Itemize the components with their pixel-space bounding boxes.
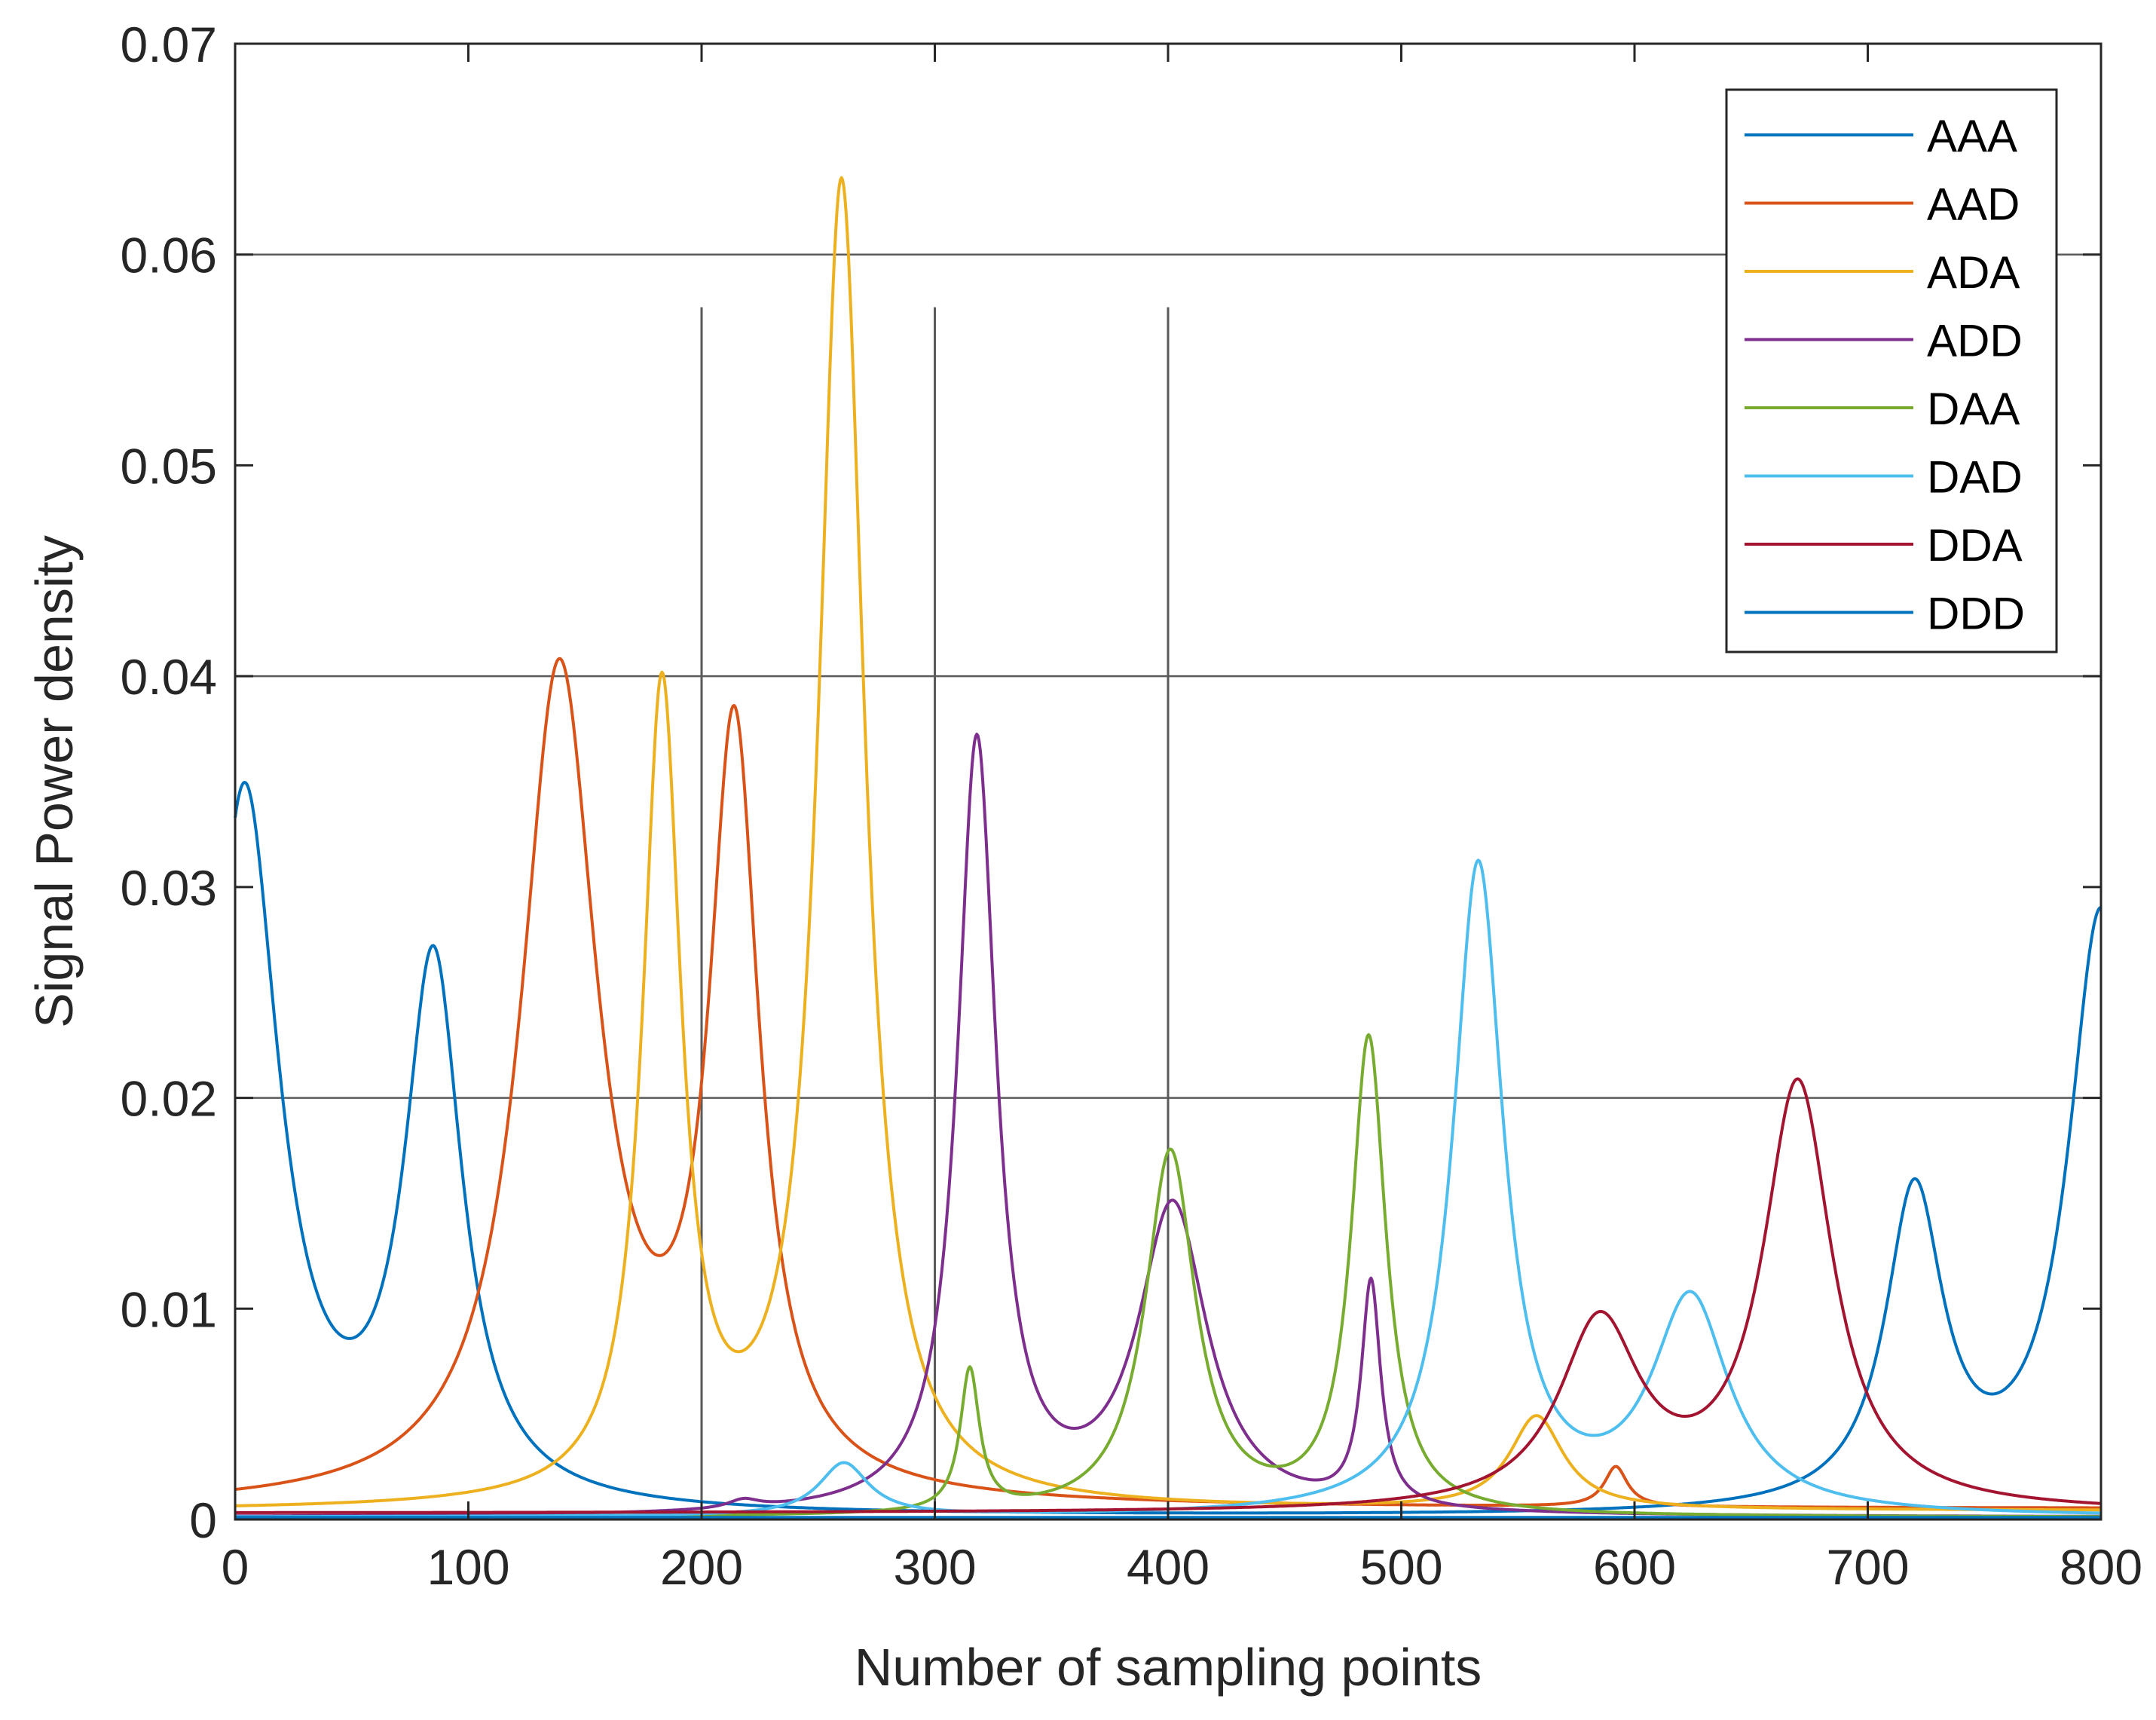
legend-label-dad: DAD: [1927, 452, 2023, 503]
legend-label-aad: AAD: [1927, 179, 2020, 230]
x-tick-label: 400: [1127, 1539, 1210, 1595]
x-axis-title: Number of sampling points: [855, 1638, 1482, 1697]
x-tick-label: 500: [1359, 1539, 1442, 1595]
y-tick-label: 0: [189, 1492, 217, 1548]
series-line-ada: [234, 176, 2102, 1512]
y-tick-label: 0.01: [121, 1281, 217, 1337]
y-axis-title: Signal Power density: [25, 535, 84, 1028]
legend-label-ada: ADA: [1927, 247, 2020, 298]
x-tick-labels: 0 100 200 300 400 500 600 700 800: [222, 1539, 2142, 1595]
legend-label-daa: DAA: [1927, 384, 2020, 434]
y-tick-label: 0.06: [121, 228, 217, 283]
x-tick-label: 100: [427, 1539, 509, 1595]
x-tick-label: 0: [222, 1539, 249, 1595]
y-tick-label: 0.02: [121, 1071, 217, 1127]
x-tick-label: 200: [660, 1539, 743, 1595]
y-tick-labels: 0 0.01 0.02 0.03 0.04 0.05 0.06 0.07: [121, 17, 217, 1548]
legend-label-ddd: DDD: [1927, 589, 2025, 639]
y-tick-label: 0.03: [121, 860, 217, 916]
legend: AAA AAD ADA ADD DAA DAD DDA DDD: [1725, 88, 2058, 653]
x-tick-label: 800: [2060, 1539, 2142, 1595]
legend-box: [1725, 88, 2058, 653]
legend-label-add: ADD: [1927, 316, 2023, 366]
axis-ticks: [234, 42, 2102, 1521]
legend-label-aaa: AAA: [1927, 111, 2017, 161]
y-tick-label: 0.04: [121, 649, 217, 705]
y-tick-label: 0.07: [121, 17, 217, 72]
y-tick-label: 0.05: [121, 438, 217, 494]
x-tick-label: 600: [1593, 1539, 1676, 1595]
x-tick-label: 700: [1826, 1539, 1909, 1595]
legend-label-dda: DDA: [1927, 520, 2023, 571]
x-tick-label: 300: [893, 1539, 976, 1595]
